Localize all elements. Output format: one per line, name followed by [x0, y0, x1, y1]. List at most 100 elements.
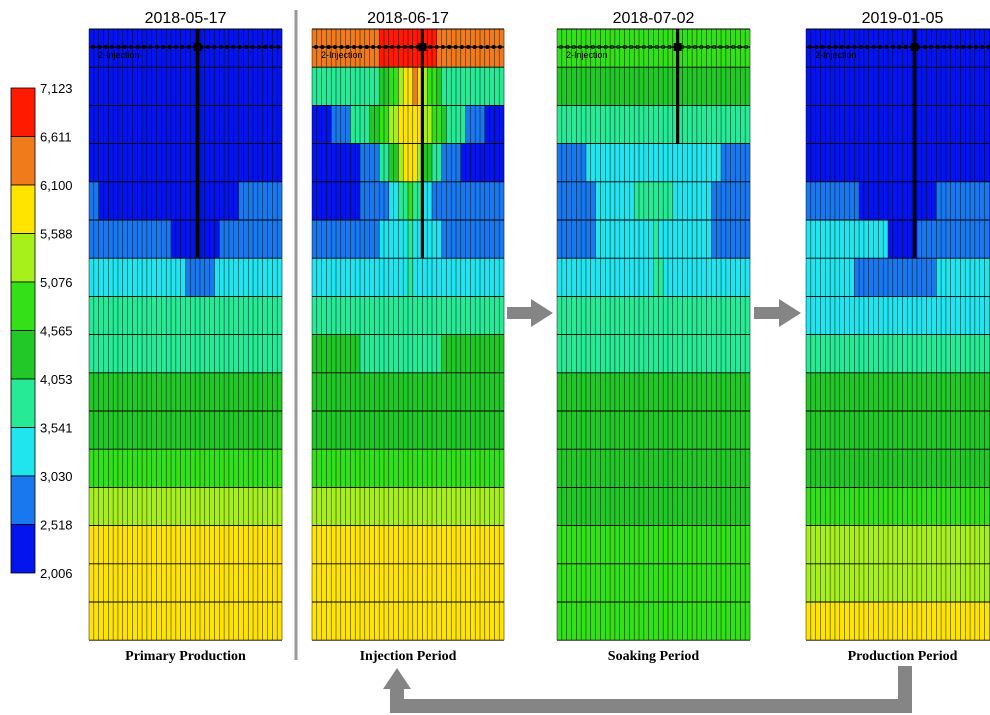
- grid-cell: [970, 258, 976, 297]
- legend-tick-label: 4,053: [40, 372, 73, 387]
- grid-cell: [257, 67, 263, 106]
- grid-cell: [878, 372, 884, 412]
- grid-cell: [233, 411, 239, 450]
- grid-cell: [916, 449, 923, 488]
- grid-cell: [253, 67, 259, 106]
- grid-cell: [384, 296, 389, 335]
- grid-cell: [422, 525, 428, 564]
- grid-cell: [619, 372, 625, 412]
- grid-cell: [902, 105, 908, 144]
- grid-cell: [730, 525, 736, 564]
- grid-cell: [566, 220, 572, 259]
- grid-cell: [614, 143, 620, 182]
- grid-cell: [403, 563, 409, 603]
- grid-cell: [336, 411, 341, 450]
- grid-cell: [436, 181, 442, 221]
- grid-cell: [815, 563, 821, 603]
- grid-cell: [480, 296, 485, 335]
- grid-cell: [336, 372, 341, 412]
- grid-cell: [336, 334, 341, 373]
- grid-cell: [653, 372, 659, 412]
- grid-cell: [667, 487, 674, 526]
- grid-cell: [108, 67, 114, 106]
- grid-cell: [721, 525, 727, 564]
- grid-cell: [595, 181, 601, 221]
- grid-cell: [859, 411, 865, 450]
- grid-cell: [360, 220, 365, 259]
- grid-cell: [228, 143, 234, 182]
- grid-cell: [834, 449, 840, 488]
- grid-cell: [204, 181, 210, 221]
- grid-cell: [667, 105, 674, 144]
- grid-cell: [248, 411, 254, 450]
- grid-cell: [839, 525, 845, 564]
- grid-cell: [557, 67, 563, 106]
- grid-cell: [643, 563, 649, 603]
- grid-cell: [605, 296, 611, 335]
- grid-cell: [185, 334, 191, 373]
- grid-cell: [692, 143, 698, 182]
- grid-cell: [470, 563, 476, 603]
- grid-cell: [214, 258, 220, 297]
- grid-cell: [369, 67, 375, 106]
- well-label: 2-Injection: [98, 50, 140, 60]
- grid-cell: [326, 220, 332, 259]
- grid-cell: [624, 67, 630, 106]
- grid-cell: [156, 143, 162, 182]
- grid-cell: [312, 143, 317, 182]
- grid-cell: [175, 411, 181, 450]
- grid-cell: [970, 372, 976, 412]
- grid-cell: [185, 449, 191, 488]
- grid-cell: [355, 602, 361, 641]
- grid-cell: [204, 487, 210, 526]
- grid-cell: [839, 105, 845, 144]
- grid-cell: [561, 525, 567, 564]
- grid-cell: [581, 29, 587, 68]
- grid-cell: [272, 372, 278, 412]
- grid-cell: [868, 487, 874, 526]
- grid-cell: [432, 258, 437, 297]
- grid-cell: [667, 181, 674, 221]
- grid-cell: [916, 411, 923, 450]
- grid-cell: [185, 296, 191, 335]
- grid-cell: [142, 334, 148, 373]
- grid-cell: [629, 67, 635, 106]
- grid-cell: [921, 67, 927, 106]
- grid-cell: [873, 525, 879, 564]
- grid-cell: [388, 525, 394, 564]
- grid-cell: [735, 143, 741, 182]
- grid-cell: [810, 220, 816, 259]
- grid-cell: [388, 105, 394, 144]
- grid-cell: [403, 296, 409, 335]
- grid-cell: [716, 563, 722, 603]
- grid-cell: [878, 334, 884, 373]
- grid-cell: [878, 181, 884, 221]
- grid-cell: [374, 334, 380, 373]
- grid-cell: [892, 143, 898, 182]
- grid-cell: [600, 525, 606, 564]
- grid-cell: [248, 258, 254, 297]
- grid-cell: [921, 296, 927, 335]
- grid-cell: [103, 67, 109, 106]
- grid-cell: [456, 372, 461, 412]
- grid-cell: [253, 143, 259, 182]
- grid-cell: [950, 487, 956, 526]
- grid-cell: [161, 334, 167, 373]
- grid-cell: [117, 602, 123, 641]
- grid-cell: [873, 29, 879, 68]
- grid-cell: [204, 602, 210, 641]
- grid-cell: [161, 563, 167, 603]
- grid-cell: [745, 449, 751, 488]
- grid-cell: [312, 487, 317, 526]
- grid-cell: [873, 258, 879, 297]
- grid-cell: [687, 143, 693, 182]
- grid-cell: [151, 449, 157, 488]
- grid-cell: [374, 487, 380, 526]
- grid-cell: [441, 602, 447, 641]
- grid-cell: [345, 296, 351, 335]
- grid-cell: [839, 372, 845, 412]
- grid-cell: [643, 181, 649, 221]
- grid-cell: [321, 258, 327, 297]
- grid-cell: [185, 67, 191, 106]
